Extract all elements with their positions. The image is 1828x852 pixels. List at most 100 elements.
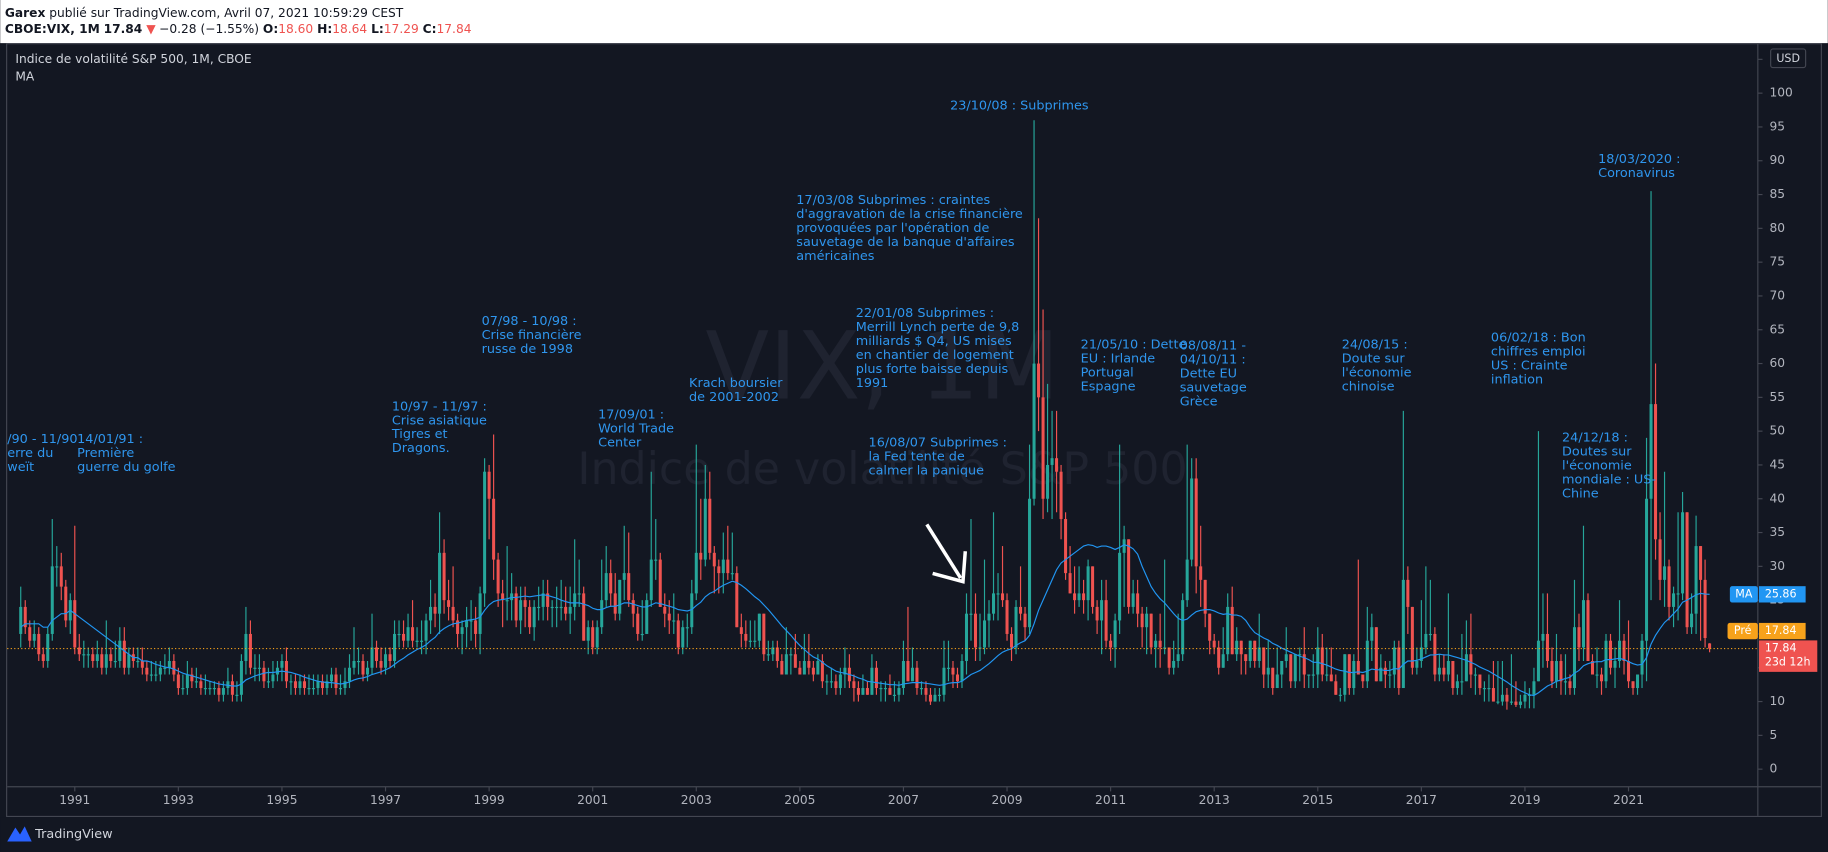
candle-body: [415, 640, 419, 642]
candle-body: [86, 654, 90, 656]
annotation: Krach boursier: [689, 376, 783, 391]
candle-body: [757, 613, 761, 641]
currency-badge[interactable]: [1770, 48, 1807, 69]
y-tick-label: 45: [1769, 457, 1785, 471]
candle-body: [1514, 701, 1518, 705]
x-tick-label: 2019: [1509, 793, 1540, 807]
candle-body: [91, 654, 95, 661]
candle-body: [1365, 640, 1369, 682]
candle-body: [442, 552, 446, 601]
candle-body: [1064, 519, 1068, 574]
candle-body: [1415, 660, 1419, 668]
candle-body: [1109, 640, 1113, 648]
candle-body: [1289, 654, 1293, 682]
ohlc-value: 17.29: [384, 22, 419, 36]
ohlc-label: H:: [317, 22, 332, 36]
candle-body: [672, 620, 676, 622]
candle-body: [703, 498, 707, 560]
candle-body: [244, 633, 248, 661]
annotation: 08/08/11 -: [1180, 339, 1246, 354]
watermark: Indice de volatilité S&P 500: [577, 444, 1187, 495]
candle-body: [361, 660, 365, 675]
candle-body: [77, 647, 81, 655]
annotation: EU : Irlande: [1081, 351, 1156, 366]
candle-body: [1631, 681, 1635, 689]
x-tick-label: 2017: [1406, 793, 1437, 807]
annotation: /90 - 11/90: [7, 432, 77, 447]
y-tick-label: 35: [1769, 525, 1785, 539]
logo: [7, 826, 32, 842]
arrow-shaft: [925, 523, 963, 580]
candle-body: [275, 667, 279, 675]
candle-body: [474, 620, 478, 634]
candle-body: [181, 688, 185, 690]
candle-body: [1154, 640, 1158, 648]
pre-badge-value: 17.84: [1765, 624, 1797, 637]
candle-body: [1406, 579, 1410, 607]
candle-body: [1622, 640, 1626, 661]
annotation: sauvetage: [1180, 381, 1247, 396]
candle-body: [1428, 633, 1432, 636]
symbol-line: CBOE:VIX, 1M 17.84 ▼ −0.28 (−1.55%) O:18.…: [5, 22, 472, 36]
candle-body: [1167, 647, 1171, 668]
candle-body: [1343, 654, 1347, 695]
ohlc-label: L:: [371, 22, 384, 36]
candle-body: [379, 660, 383, 668]
candle-body: [1212, 640, 1216, 648]
candle-body: [167, 660, 171, 668]
candle-body: [329, 674, 334, 682]
candle-body: [748, 640, 752, 642]
annotation: 24/12/18 :: [1562, 431, 1628, 446]
candle-body: [915, 667, 919, 689]
candle-body: [730, 573, 734, 575]
candle-body: [1523, 694, 1527, 702]
candle-body: [775, 647, 779, 661]
candle-body: [289, 681, 293, 683]
y-tick-label: 5: [1769, 728, 1777, 742]
candle-body: [402, 633, 406, 641]
x-tick-label: 1997: [370, 793, 401, 807]
candle-body: [28, 627, 32, 641]
annotation: l'économie: [1342, 365, 1412, 380]
candle-body: [973, 613, 978, 648]
candle-body: [1482, 688, 1486, 690]
candle-body: [64, 586, 68, 621]
candle-body: [298, 681, 302, 689]
candle-body: [1667, 566, 1671, 607]
candle-body: [478, 593, 482, 634]
candle-body: [739, 627, 743, 634]
candle-body: [1298, 654, 1302, 656]
candle-body: [1239, 640, 1243, 655]
candle-body: [1226, 606, 1230, 655]
candle-body: [744, 633, 748, 641]
candle-body: [1451, 660, 1455, 689]
candle-body: [510, 593, 514, 601]
candle-body: [1190, 478, 1194, 560]
brand: TradingView: [34, 827, 112, 842]
x-tick-label: 2011: [1095, 793, 1126, 807]
candle-body: [1185, 559, 1189, 601]
candle-body: [555, 606, 559, 609]
candle-body: [595, 627, 599, 648]
pre-badge-label: Pré: [1734, 624, 1752, 637]
candle-body: [892, 694, 896, 696]
candle-body: [1541, 633, 1545, 641]
annotation: américaines: [796, 249, 875, 264]
change: −0.28 (−1.55%): [159, 22, 259, 36]
publish-line: Garex publié sur TradingView.com, Avril …: [5, 5, 404, 19]
candle-body: [1086, 566, 1090, 601]
candle-body: [721, 559, 725, 574]
y-tick-label: 55: [1769, 390, 1785, 404]
ohlc-value: 18.60: [278, 22, 313, 36]
x-tick-label: 2009: [991, 793, 1022, 807]
arrow: [925, 523, 968, 584]
annotation: Crise financière: [482, 328, 582, 343]
candle-body: [577, 593, 581, 595]
candle-body: [1500, 694, 1504, 702]
candle-body: [1397, 647, 1401, 689]
candle-body: [1194, 478, 1198, 567]
ma-line: [20, 544, 1710, 697]
annotation: l'économie: [1562, 459, 1632, 474]
candle-body: [226, 681, 230, 689]
